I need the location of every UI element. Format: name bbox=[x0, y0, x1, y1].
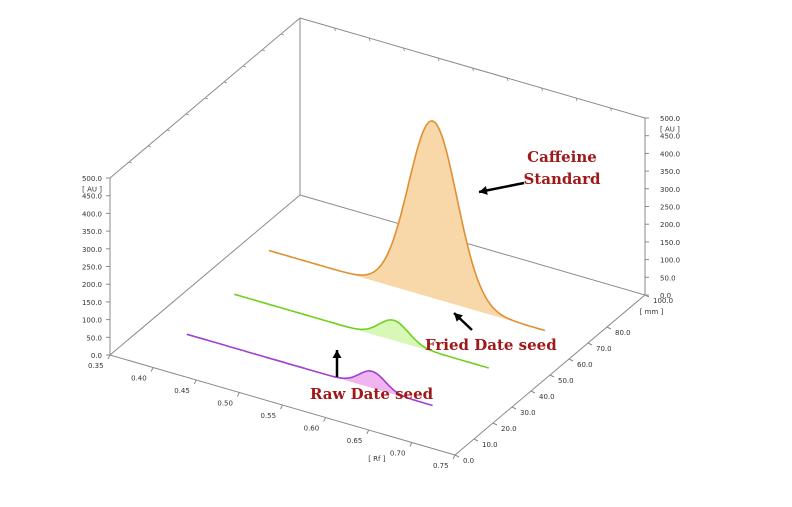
annotation-line: Raw Date seed bbox=[310, 385, 434, 403]
mm-tick-label: 70.0 bbox=[596, 345, 612, 353]
annotation-line: Caffeine bbox=[527, 148, 597, 166]
right-au-tick-label: 350.0 bbox=[660, 168, 680, 176]
left-top-edge-tick bbox=[128, 161, 133, 164]
mm-tick-label: 50.0 bbox=[558, 377, 574, 385]
back-top-edge-tick bbox=[368, 37, 371, 42]
right-au-tick-label: 150.0 bbox=[660, 239, 680, 247]
rf-tick-mark bbox=[323, 417, 327, 422]
rf-tick-label: 0.55 bbox=[261, 412, 277, 420]
rf-tick-mark bbox=[236, 392, 240, 397]
back-top-edge-tick bbox=[437, 57, 440, 62]
mm-tick-mark bbox=[587, 342, 593, 346]
right-au-tick-label: 50.0 bbox=[660, 274, 676, 282]
annotation-arrow-head bbox=[479, 186, 488, 195]
right-au-tick-label: 450.0 bbox=[660, 133, 680, 141]
rf-tick-mark bbox=[193, 379, 197, 385]
mm-tick-label: 10.0 bbox=[482, 441, 498, 449]
mm-tick-mark bbox=[454, 454, 460, 458]
left-top-edge-tick bbox=[261, 49, 266, 52]
mm-tick-mark bbox=[473, 438, 479, 442]
left-au-tick-label: 0.0 bbox=[91, 352, 102, 360]
mm-axis-title: [ mm ] bbox=[640, 308, 664, 316]
rf-tick-label: 0.35 bbox=[88, 362, 104, 370]
mm-tick-label: 40.0 bbox=[539, 393, 555, 401]
left-au-tick-label: 350.0 bbox=[82, 228, 102, 236]
annotation-arrow-head bbox=[332, 350, 342, 358]
annotation-label: Caffeine Standard bbox=[524, 148, 601, 188]
rf-tick-mark bbox=[280, 404, 283, 410]
mm-tick-label: 80.0 bbox=[615, 329, 631, 337]
right-au-axis-title: [ AU ] bbox=[660, 126, 680, 134]
rf-tick-label: 0.70 bbox=[390, 450, 406, 458]
mm-tick-mark bbox=[549, 374, 555, 378]
left-top-edge-tick bbox=[242, 65, 247, 68]
back-top-edge-tick bbox=[472, 67, 474, 72]
rf-tick-mark bbox=[366, 429, 370, 435]
right-au-tick-label: 250.0 bbox=[660, 204, 680, 212]
annotation-label: Fried Date seed bbox=[425, 336, 557, 354]
rf-tick-label: 0.40 bbox=[131, 375, 147, 383]
series-line-raw-date-seed bbox=[186, 333, 433, 407]
mm-tick-label: 20.0 bbox=[501, 425, 517, 433]
mm-tick-mark bbox=[511, 406, 517, 410]
left-top-edge-tick bbox=[280, 33, 285, 36]
rf-tick-mark bbox=[107, 354, 111, 360]
right-au-tick-label: 100.0 bbox=[660, 257, 680, 265]
mm-tick-mark bbox=[530, 390, 536, 394]
left-top-edge-tick bbox=[223, 81, 228, 84]
annotation-arrow-head bbox=[454, 313, 463, 322]
series-fill-caffeine-standard bbox=[268, 120, 545, 331]
left-au-tick-label: 50.0 bbox=[86, 334, 102, 342]
rf-tick-label: 0.50 bbox=[217, 400, 233, 408]
rf-tick-label: 0.45 bbox=[174, 387, 190, 395]
left-top-edge-tick bbox=[185, 113, 190, 116]
left-top-edge-tick bbox=[204, 97, 209, 100]
left-au-tick-label: 450.0 bbox=[82, 193, 102, 201]
rf-tick-mark bbox=[150, 367, 154, 372]
right-au-tick-label: 500.0 bbox=[660, 115, 680, 123]
left-au-tick-label: 250.0 bbox=[82, 264, 102, 272]
left-top-edge-tick bbox=[166, 129, 171, 132]
back-top-edge-tick bbox=[334, 27, 336, 32]
rf-tick-label: 0.60 bbox=[304, 425, 320, 433]
mm-tick-label: 100.0 bbox=[653, 297, 673, 305]
back-top-edge-tick bbox=[403, 47, 405, 52]
left-top-edge-tick bbox=[147, 145, 152, 148]
annotation-line: Fried Date seed bbox=[425, 336, 557, 354]
annotation-line: Standard bbox=[524, 170, 601, 188]
back-top-edge-tick bbox=[575, 97, 578, 102]
series-line-caffeine-standard bbox=[268, 120, 546, 332]
floor-back-left-edge bbox=[109, 194, 301, 356]
right-au-tick-label: 300.0 bbox=[660, 186, 680, 194]
right-au-tick-label: 400.0 bbox=[660, 150, 680, 158]
mm-tick-label: 60.0 bbox=[577, 361, 593, 369]
mm-tick-mark bbox=[492, 422, 498, 426]
left-au-tick-label: 200.0 bbox=[82, 281, 102, 289]
left-au-tick-label: 400.0 bbox=[82, 210, 102, 218]
rf-tick-mark bbox=[409, 442, 413, 447]
rf-tick-label: 0.65 bbox=[347, 437, 363, 445]
right-au-tick-label: 0.0 bbox=[660, 292, 671, 300]
back-top-edge-tick bbox=[541, 87, 543, 92]
floor-back-edge bbox=[299, 194, 646, 296]
rf-tick-mark bbox=[452, 454, 456, 460]
series-line-fried-date-seed bbox=[234, 293, 490, 369]
annotation-label: Raw Date seed bbox=[310, 385, 434, 403]
left-au-tick-label: 150.0 bbox=[82, 299, 102, 307]
left-au-axis-title: [ AU ] bbox=[82, 186, 102, 194]
rf-tick-label: 0.75 bbox=[433, 462, 449, 470]
mm-tick-mark bbox=[606, 326, 612, 330]
rf-axis-title: [ Rf ] bbox=[368, 455, 386, 463]
mm-tick-label: 30.0 bbox=[520, 409, 536, 417]
left-au-tick-label: 300.0 bbox=[82, 246, 102, 254]
back-top-edge-tick bbox=[506, 77, 509, 82]
mm-tick-label: 0.0 bbox=[463, 457, 474, 465]
left-au-tick-label: 500.0 bbox=[82, 175, 102, 183]
right-au-tick-label: 200.0 bbox=[660, 221, 680, 229]
left-au-tick-label: 100.0 bbox=[82, 317, 102, 325]
mm-tick-mark bbox=[568, 358, 574, 362]
back-top-edge-tick bbox=[610, 107, 612, 112]
